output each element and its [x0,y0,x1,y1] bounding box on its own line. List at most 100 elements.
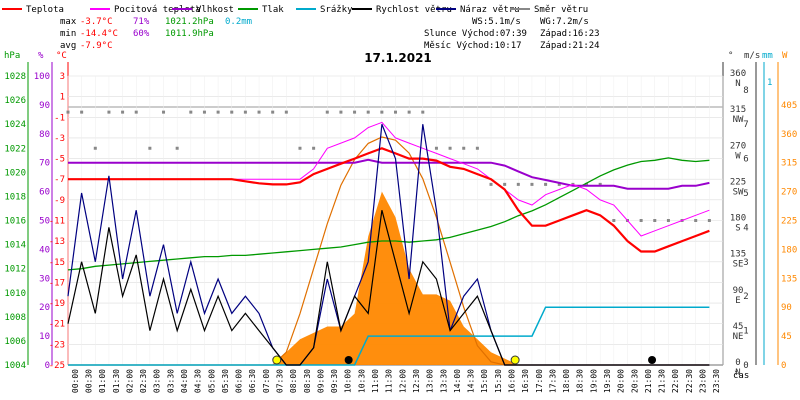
wind-ws: WS:5.1m/s [472,17,521,27]
wind-direction-point [121,110,125,114]
time-tick-label: 15:30 [494,369,503,393]
solar-tick-label: 270 [781,188,797,198]
time-tick-label: 01:00 [98,369,107,393]
pressure-tick-label: 1028 [4,72,26,82]
temperature-line [68,147,710,253]
legend-label: Teplota [26,5,64,15]
time-tick-label: 04:00 [180,369,189,393]
temp-tick-label: 1 [60,93,65,103]
time-tick-label: 02:00 [125,369,134,393]
humidity-tick-label: 60 [39,188,50,198]
time-tick-label: 07:30 [276,369,285,393]
wind-direction-point [544,182,548,186]
unit-celsius: °C [56,51,67,61]
wind-direction-point [694,219,698,222]
direction-tick-label: NE [733,332,744,342]
unit-w: W [782,51,788,61]
direction-tick-label: 180 [730,214,746,224]
wind-tick-label: 3 [743,258,748,268]
temp-tick-label: -15 [49,258,65,268]
moonset-text: Západ:21:24 [540,41,600,51]
unit-ms: m/s [744,51,760,61]
time-tick-label: 12:00 [398,369,407,393]
moonrise-marker [344,356,353,364]
unit-percent: % [38,51,44,61]
wind-direction-point [325,110,329,114]
temp-tick-label: -3 [54,134,65,144]
wind-direction-point [366,110,370,114]
humidity-tick-label: 0 [45,361,50,371]
time-tick-label: 05:00 [207,369,216,393]
direction-tick-label: 45 [733,322,744,332]
solar-tick-label: 405 [781,101,797,111]
wind-direction-point [148,146,152,150]
pressure-tick-label: 1024 [4,120,26,130]
direction-tick-label: 360 [730,69,746,79]
plot-area [66,110,711,366]
temp-tick-label: -25 [49,361,65,371]
time-tick-label: 04:30 [194,369,203,393]
wind-direction-point [189,110,193,114]
wind-direction-point [243,110,247,114]
time-tick-label: 16:30 [521,369,530,393]
time-tick-label: 15:00 [480,369,489,393]
wind-direction-point [284,110,288,114]
wind-direction-point [134,110,138,114]
direction-tick-label: S [735,224,740,234]
pressure-tick-label: 1008 [4,313,26,323]
direction-tick-label: 135 [730,250,746,260]
wind-direction-point [475,146,479,150]
wind-direction-point [298,146,302,150]
time-tick-label: 20:30 [630,369,639,393]
solar-tick-label: 225 [781,217,797,227]
time-tick-label: 09:00 [316,369,325,393]
pressure-line [67,157,710,271]
time-tick-label: 05:30 [221,369,230,393]
unit-mm: mm [762,51,773,61]
direction-tick-label: SW [733,187,744,197]
solar-tick-label: 135 [781,274,797,284]
wind-direction-point [339,110,343,114]
legend-label: Tlak [262,5,284,15]
pressure-tick-label: 1012 [4,265,26,275]
wind-direction-point [612,219,616,222]
temp-tick-label: -5 [54,155,65,165]
legend-label: Srážky [320,5,353,15]
time-tick-label: 11:00 [371,369,380,393]
wind-direction-point [162,110,166,114]
stats-max-temp: -3.7°C [80,17,113,27]
humidity-tick-label: 40 [39,245,50,255]
time-tick-label: 17:00 [535,369,544,393]
wind-tick-label: 4 [743,223,748,233]
stats-min-temp: -14.4°C [80,29,118,39]
stats-avg-label: avg [60,41,76,51]
solar-radiation-area [68,191,710,365]
wind-tick-label: 6 [743,155,748,165]
pressure-tick-label: 1018 [4,192,26,202]
temp-tick-label: 3 [60,72,65,82]
pressure-tick-label: 1004 [4,361,26,371]
wind-wg: WG:7.2m/s [540,17,589,27]
time-tick-label: 18:00 [562,369,571,393]
time-tick-label: 09:30 [330,369,339,393]
solar-tick-label: 45 [781,332,792,342]
temp-tick-label: -19 [49,299,65,309]
wind-direction-point [489,182,493,186]
stats-max-press: 1021.2hPa [165,17,214,27]
x-axis-labels: 00:00 00:30 01:00 01:30 02:00 02:30 03:00 03:30… [71,369,721,393]
time-tick-label: 12:30 [412,369,421,393]
wind-tick-label: 5 [743,189,748,199]
wind-direction-point [666,219,670,222]
humidity-tick-label: 30 [39,274,50,284]
wind-direction-point [530,182,534,186]
wind-direction-point [216,110,220,114]
humidity-tick-label: 50 [39,217,50,227]
time-tick-label: 08:30 [303,369,312,393]
wind-direction-point [380,110,384,114]
moonrise-text: Měsíc Východ:10:17 [424,41,522,51]
wind-direction-point [585,182,589,186]
time-tick-label: 19:30 [603,369,612,393]
direction-tick-label: 90 [733,286,744,296]
